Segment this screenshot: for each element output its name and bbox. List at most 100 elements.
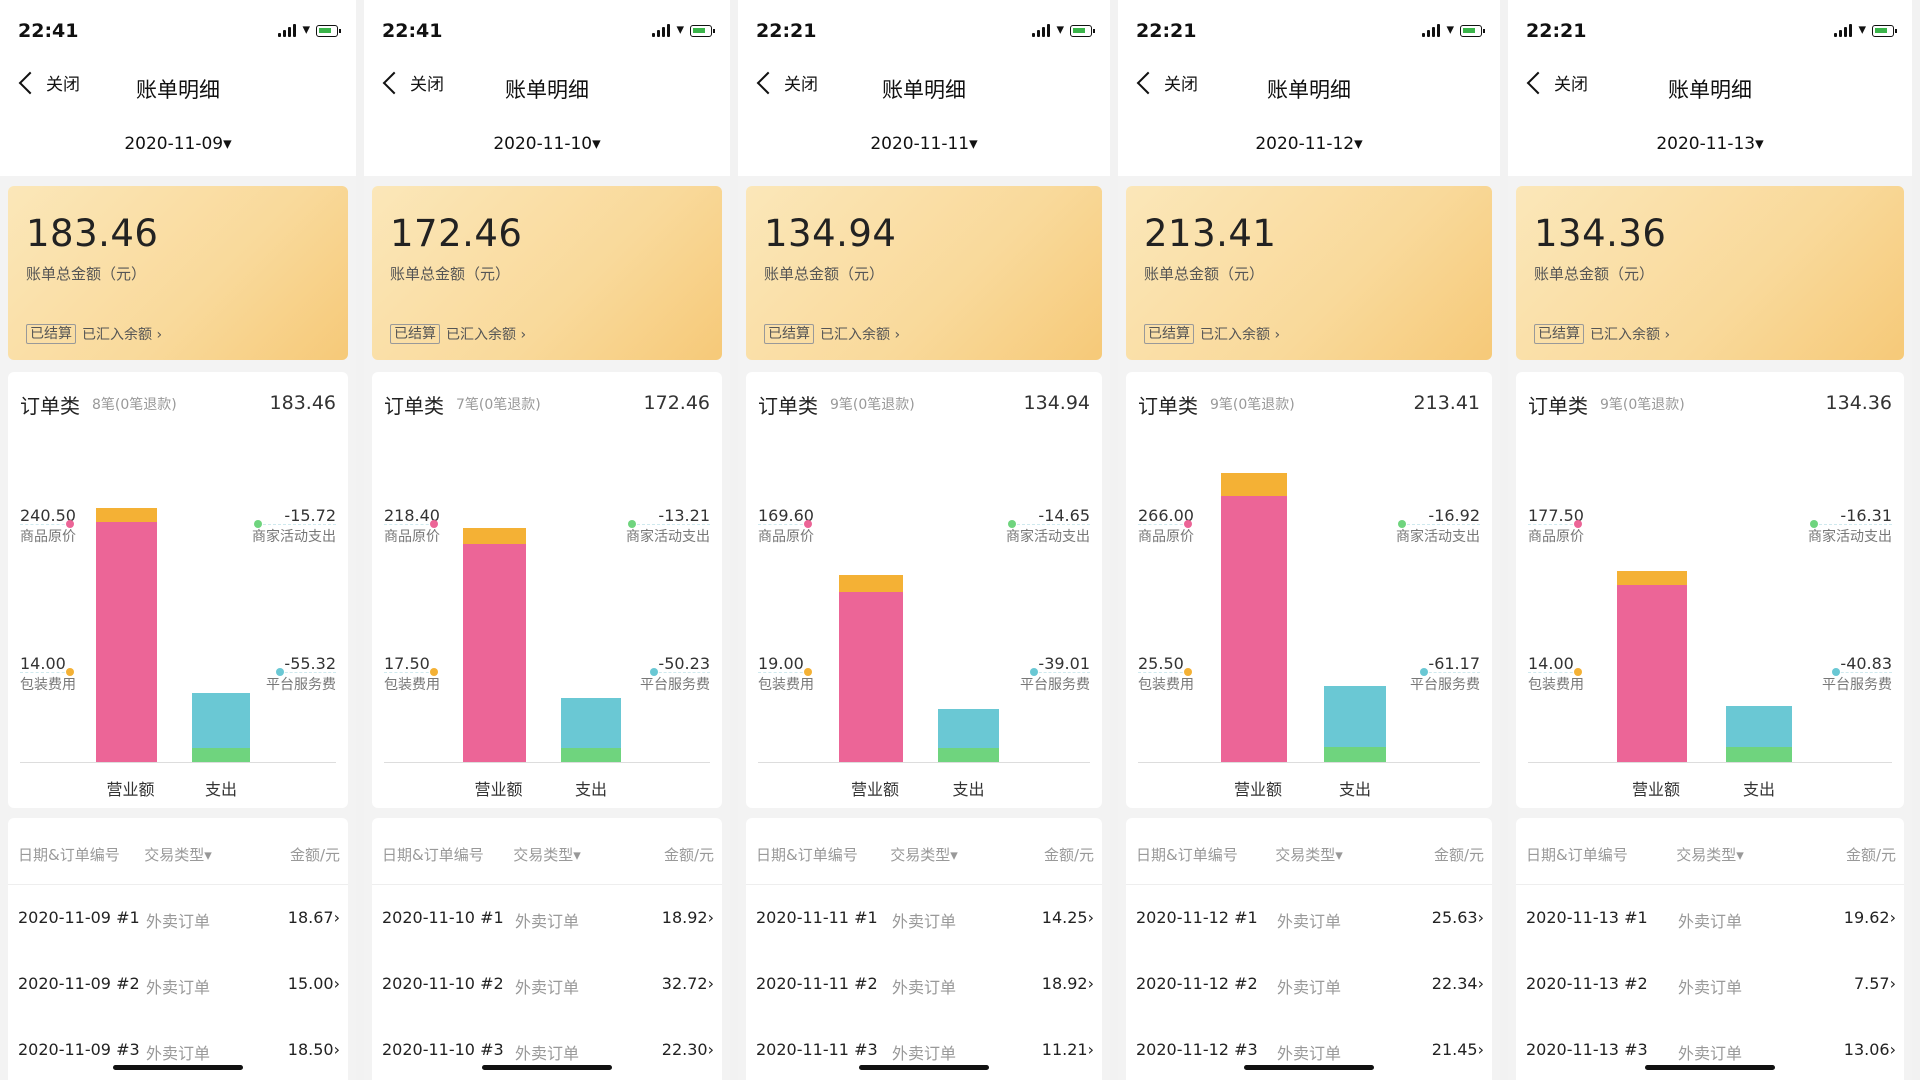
row-amount: 18.92›: [661, 908, 714, 927]
col-header-type[interactable]: 交易类型▾: [1275, 846, 1343, 864]
x-label-expense: 支出: [952, 780, 985, 799]
activity-line: [1814, 524, 1892, 525]
close-button[interactable]: 关闭: [1134, 70, 1198, 95]
total-amount-card: 183.46 账单总金额（元） 已结算 已汇入余额 ›: [8, 186, 348, 360]
row-type: 外卖订单: [1677, 912, 1742, 931]
settled-link[interactable]: 已结算 已汇入余额 ›: [26, 324, 162, 344]
row-type: 外卖订单: [145, 912, 210, 931]
table-row[interactable]: 2020-11-10 #2 外卖订单 32.72›: [372, 974, 722, 1014]
bar-original-price: [839, 592, 903, 762]
table-row[interactable]: 2020-11-10 #3 外卖订单 22.30›: [372, 1040, 722, 1080]
table-row[interactable]: 2020-11-12 #3 外卖订单 21.45›: [1126, 1040, 1492, 1080]
row-amount: 25.63›: [1431, 908, 1484, 927]
table-row[interactable]: 2020-11-12 #1 外卖订单 25.63›: [1126, 908, 1492, 948]
row-amount: 22.30›: [661, 1040, 714, 1059]
status-icons: ▾: [652, 22, 715, 37]
chart-title: 订单类: [384, 394, 444, 418]
col-header-type[interactable]: 交易类型▾: [144, 846, 212, 864]
col-header-type[interactable]: 交易类型▾: [1676, 846, 1744, 864]
close-button[interactable]: 关闭: [1524, 70, 1588, 95]
status-icons: ▾: [1834, 20, 1897, 38]
settled-link-text: 已汇入余额 ›: [820, 327, 901, 343]
chart-title: 订单类: [1528, 394, 1588, 418]
close-button[interactable]: 关闭: [380, 70, 444, 95]
original-line: [384, 524, 434, 525]
close-label: 关闭: [784, 75, 818, 95]
bar-merchant-activity: [1726, 747, 1792, 762]
row-date: 2020-11-10 #1: [382, 908, 504, 927]
col-header-type[interactable]: 交易类型▾: [890, 846, 958, 864]
settled-link[interactable]: 已结算 已汇入余额 ›: [1534, 324, 1670, 344]
table-row[interactable]: 2020-11-11 #2 外卖订单 18.92›: [746, 974, 1102, 1014]
table-row[interactable]: 2020-11-09 #3 外卖订单 18.50›: [8, 1040, 348, 1080]
battery-icon: [1070, 25, 1095, 37]
service-value: -40.83: [1840, 654, 1892, 673]
settled-tag: 已结算: [1144, 324, 1194, 344]
original-label: 商品原价: [758, 529, 814, 545]
table-row[interactable]: 2020-11-09 #2 外卖订单 15.00›: [8, 974, 348, 1014]
table-row[interactable]: 2020-11-13 #3 外卖订单 13.06›: [1516, 1040, 1904, 1080]
close-button[interactable]: 关闭: [16, 70, 80, 95]
order-table: 日期&订单编号 交易类型▾ 金额/元 2020-11-11 #1 外卖订单 14.2…: [746, 818, 1102, 1080]
row-amount: 15.00›: [287, 974, 340, 993]
settled-link-text: 已汇入余额 ›: [1200, 327, 1281, 343]
status-bar: 22:21 ▾: [756, 18, 1095, 44]
order-chart-card: 订单类 8笔(0笔退款) 183.46 营业额 支出 240.50 商品原价 14.…: [8, 372, 348, 808]
chart-total: 134.94: [1023, 392, 1090, 414]
x-label-revenue: 营业额: [106, 780, 155, 799]
col-header-date: 日期&订单编号: [1526, 846, 1628, 864]
close-button[interactable]: 关闭: [754, 70, 818, 95]
chart-baseline: [20, 762, 336, 763]
service-label: 平台服务费: [1410, 677, 1480, 693]
date-selector[interactable]: 2020-11-09▾: [124, 134, 232, 154]
bar-service-fee: [1726, 706, 1792, 748]
settled-link[interactable]: 已结算 已汇入余额 ›: [1144, 324, 1280, 344]
date-selector[interactable]: 2020-11-11▾: [870, 134, 978, 154]
service-value: -55.32: [284, 654, 336, 673]
x-label-expense: 支出: [205, 780, 238, 799]
col-header-type[interactable]: 交易类型▾: [513, 846, 581, 864]
activity-line: [632, 524, 710, 525]
home-indicator: [1244, 1065, 1374, 1070]
wifi-icon: ▾: [1858, 20, 1866, 38]
row-date: 2020-11-11 #1: [756, 908, 878, 927]
activity-dot: [628, 520, 636, 528]
settled-link[interactable]: 已结算 已汇入余额 ›: [764, 324, 900, 344]
battery-icon: [690, 25, 715, 37]
service-dot: [650, 668, 658, 676]
table-row[interactable]: 2020-11-12 #2 外卖订单 22.34›: [1126, 974, 1492, 1014]
signal-icon: [1032, 24, 1051, 37]
bar-merchant-activity: [938, 748, 999, 762]
row-type: 外卖订单: [1677, 1044, 1742, 1063]
activity-value: -15.72: [284, 506, 336, 525]
date-selector[interactable]: 2020-11-12▾: [1255, 134, 1363, 154]
table-row[interactable]: 2020-11-09 #1 外卖订单 18.67›: [8, 908, 348, 948]
row-type: 外卖订单: [891, 1044, 956, 1063]
row-date: 2020-11-10 #3: [382, 1040, 504, 1059]
status-time: 22:21: [756, 20, 817, 42]
settled-link[interactable]: 已结算 已汇入余额 ›: [390, 324, 526, 344]
original-value: 177.50: [1528, 506, 1584, 525]
service-dot: [276, 668, 284, 676]
table-row[interactable]: 2020-11-11 #3 外卖订单 11.21›: [746, 1040, 1102, 1080]
header-area: [0, 0, 356, 176]
total-amount-label: 账单总金额（元）: [1144, 265, 1265, 283]
col-header-amount: 金额/元: [1433, 846, 1484, 864]
table-row[interactable]: 2020-11-11 #1 外卖订单 14.25›: [746, 908, 1102, 948]
order-count: 8笔(0笔退款): [92, 397, 177, 413]
date-selector[interactable]: 2020-11-13▾: [1656, 134, 1764, 154]
bar-packaging: [839, 575, 903, 593]
row-type: 外卖订单: [1677, 978, 1742, 997]
page-title: 账单明细: [1668, 78, 1752, 102]
row-amount: 14.25›: [1041, 908, 1094, 927]
bar-service-fee: [561, 697, 621, 748]
row-amount: 7.57›: [1853, 974, 1896, 993]
table-row[interactable]: 2020-11-13 #2 外卖订单 7.57›: [1516, 974, 1904, 1014]
activity-label: 商家活动支出: [626, 529, 710, 545]
chart-header: 订单类 7笔(0笔退款) 172.46: [384, 390, 710, 420]
table-row[interactable]: 2020-11-13 #1 外卖订单 19.62›: [1516, 908, 1904, 948]
date-selector[interactable]: 2020-11-10▾: [493, 134, 601, 154]
chart-title: 订单类: [1138, 394, 1198, 418]
table-row[interactable]: 2020-11-10 #1 外卖订单 18.92›: [372, 908, 722, 948]
status-bar: 22:21 ▾: [1136, 18, 1485, 44]
